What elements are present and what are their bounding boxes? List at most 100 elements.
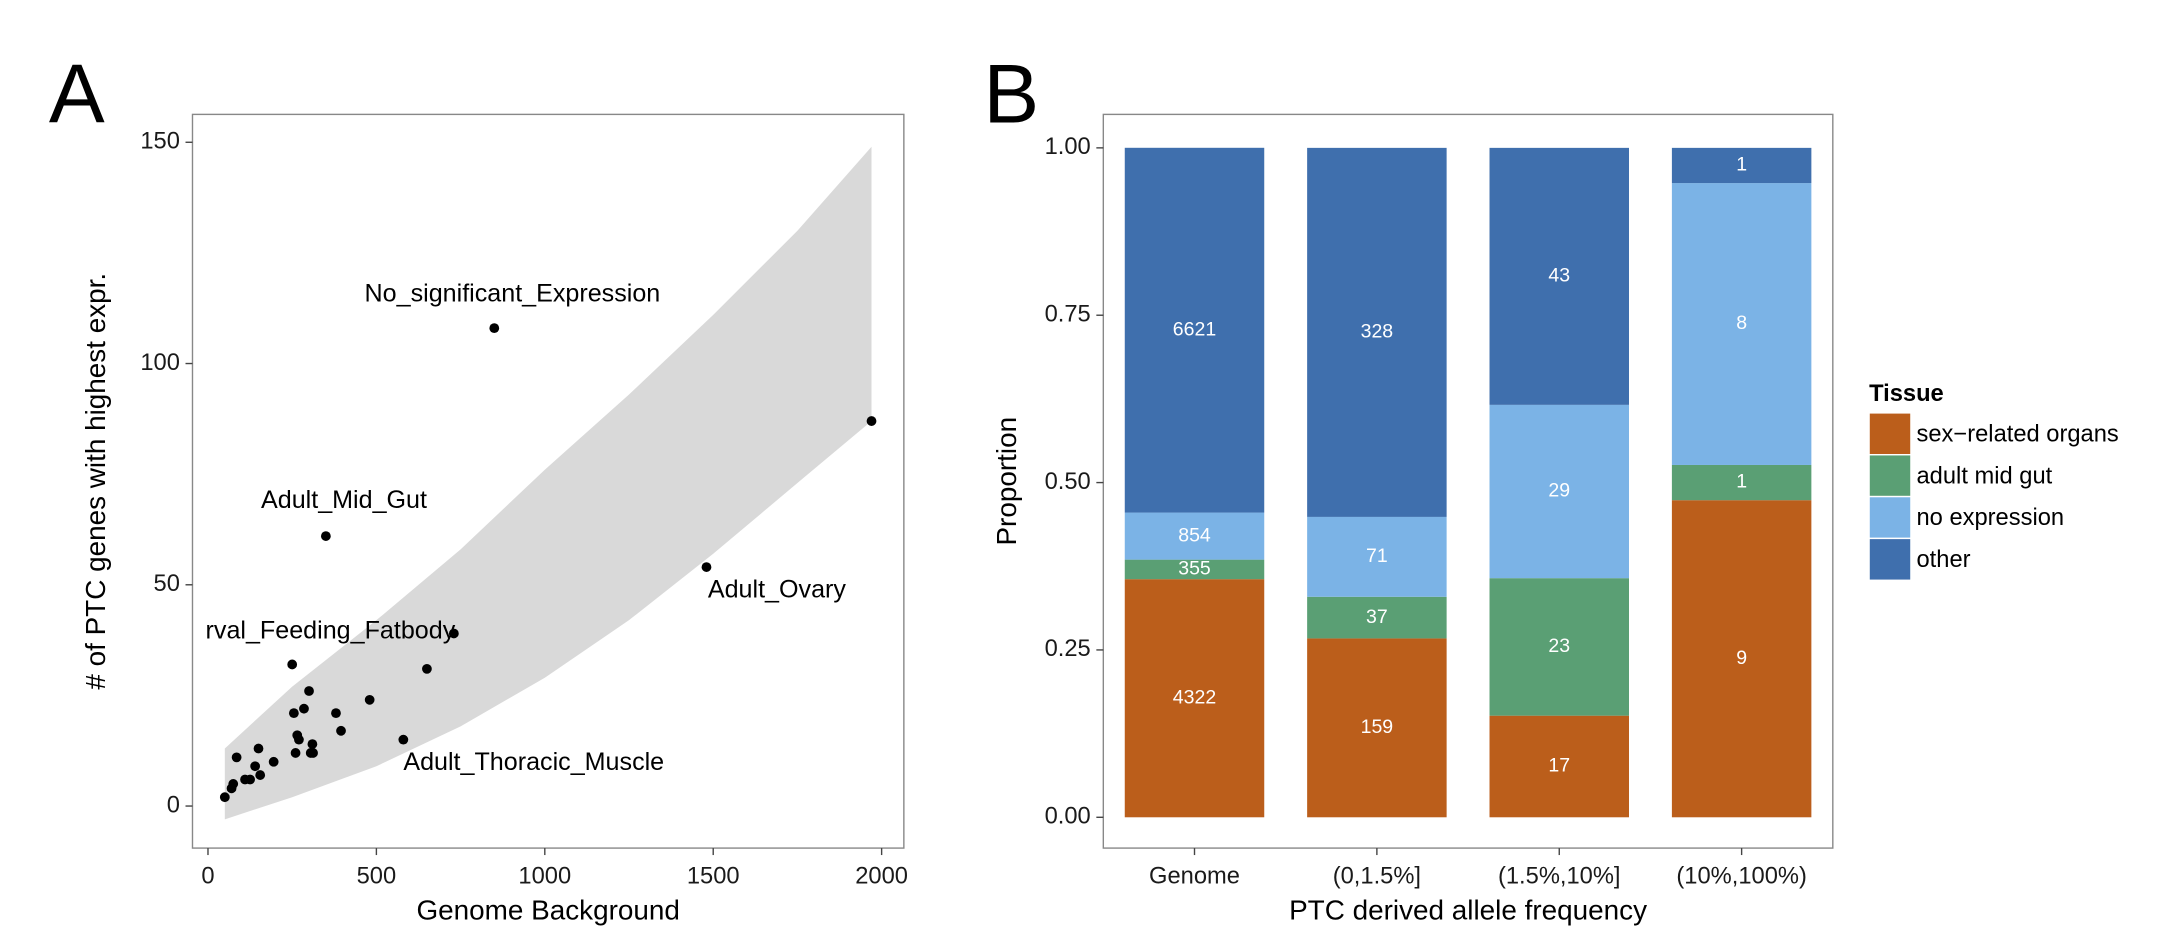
- x-tick-label: 500: [357, 864, 397, 890]
- count-label: 1: [1736, 471, 1747, 493]
- x-axis-title: Genome Background: [416, 895, 679, 926]
- count-label: 328: [1361, 321, 1394, 343]
- panel-label: B: [983, 47, 1039, 141]
- bar-segment: [1671, 147, 1812, 184]
- data-point: [287, 659, 298, 670]
- data-point: [253, 743, 264, 754]
- legend-swatch: [1868, 495, 1912, 540]
- count-label: 355: [1178, 558, 1211, 580]
- count-label: 159: [1361, 716, 1394, 738]
- x-axis-title: PTC derived allele frequency: [1289, 895, 1647, 926]
- data-point: [268, 756, 279, 767]
- bar-segment: [1671, 464, 1812, 501]
- count-label: 37: [1366, 606, 1388, 628]
- count-label: 43: [1548, 265, 1570, 287]
- y-tick-label: 0: [167, 792, 180, 818]
- legend-label: other: [1917, 547, 1971, 573]
- point-label: rval_Feeding_Fatbody: [206, 617, 456, 645]
- data-point: [336, 725, 346, 736]
- data-point: [364, 694, 375, 705]
- data-point: [231, 752, 242, 763]
- point-label: No_significant_Expression: [365, 279, 661, 307]
- x-tick-label: 2000: [855, 864, 908, 890]
- legend-label: sex−related organs: [1917, 421, 2119, 447]
- data-point: [250, 761, 261, 772]
- data-point: [219, 792, 230, 803]
- x-tick-label: Genome: [1149, 864, 1240, 890]
- plot-panel: [1102, 113, 1834, 849]
- bar-segment: [1307, 516, 1447, 597]
- bar-segment: [1489, 715, 1629, 818]
- point-label: Adult_Ovary: [708, 575, 847, 603]
- count-label: 1: [1736, 154, 1747, 176]
- data-point: [448, 628, 459, 639]
- data-point: [307, 739, 318, 749]
- x-tick-label: (1.5%,10%]: [1498, 864, 1621, 890]
- data-point: [320, 531, 331, 541]
- y-tick-label: 0.75: [1045, 301, 1091, 327]
- bar-segment: [1124, 512, 1265, 560]
- bar-segment: [1489, 147, 1629, 405]
- bar-segment: [1307, 147, 1447, 517]
- bar-segment: [1124, 559, 1265, 580]
- count-label: 854: [1178, 524, 1211, 546]
- plot-panel: [191, 113, 905, 849]
- legend-swatch: [1868, 412, 1912, 456]
- data-point: [308, 748, 318, 758]
- x-tick-label: 1000: [518, 864, 571, 890]
- y-tick-label: 0.00: [1045, 804, 1091, 830]
- data-point: [304, 686, 314, 696]
- bar-segment: [1671, 183, 1812, 465]
- legend-title: Tissue: [1869, 381, 1944, 407]
- bar-segment: [1124, 579, 1265, 818]
- y-tick-label: 50: [154, 571, 180, 597]
- count-label: 6621: [1173, 318, 1216, 340]
- count-label: 29: [1548, 480, 1570, 502]
- count-label: 8: [1736, 312, 1747, 334]
- data-point: [331, 708, 341, 718]
- y-tick-label: 100: [140, 350, 180, 376]
- count-label: 71: [1366, 545, 1388, 567]
- bar-segment: [1307, 596, 1447, 639]
- legend-label: no expression: [1917, 505, 2065, 531]
- data-point: [701, 562, 712, 572]
- legend-label: adult mid gut: [1917, 463, 2053, 489]
- data-point: [299, 703, 309, 714]
- data-point: [228, 779, 239, 789]
- point-label: Adult_Thoracic_Muscle: [403, 748, 664, 776]
- y-tick-label: 0.25: [1045, 636, 1091, 662]
- bar-segment: [1671, 500, 1812, 818]
- count-label: 4322: [1173, 686, 1216, 708]
- data-point: [866, 416, 877, 426]
- y-tick-label: 150: [140, 129, 180, 155]
- data-point: [398, 734, 409, 745]
- bar-segment: [1489, 404, 1629, 579]
- data-point: [422, 663, 432, 674]
- confidence-band: [224, 146, 872, 820]
- bar-segment: [1489, 578, 1629, 716]
- data-point: [245, 774, 255, 785]
- bar-segment: [1124, 147, 1265, 513]
- legend-swatch: [1868, 537, 1912, 581]
- data-point: [294, 734, 304, 745]
- data-point: [288, 708, 299, 718]
- x-tick-label: 1500: [687, 864, 740, 890]
- y-axis-title: Proportion: [991, 417, 1022, 546]
- legend-swatch: [1868, 454, 1912, 498]
- y-tick-label: 0.50: [1045, 469, 1091, 495]
- count-label: 9: [1736, 647, 1747, 669]
- y-tick-label: 1.00: [1045, 134, 1091, 160]
- data-point: [255, 770, 266, 780]
- data-point: [489, 323, 500, 334]
- bar-segment: [1307, 638, 1447, 818]
- x-tick-label: (10%,100%): [1676, 864, 1806, 890]
- count-label: 23: [1548, 635, 1570, 657]
- x-tick-label: 0: [201, 864, 214, 890]
- panel-label: A: [49, 47, 105, 141]
- x-tick-label: (0,1.5%]: [1333, 864, 1421, 890]
- data-point: [290, 748, 301, 758]
- point-label: Adult_Mid_Gut: [261, 486, 427, 514]
- y-axis-title: # of PTC genes with highest expr.: [80, 273, 111, 690]
- count-label: 17: [1548, 755, 1570, 777]
